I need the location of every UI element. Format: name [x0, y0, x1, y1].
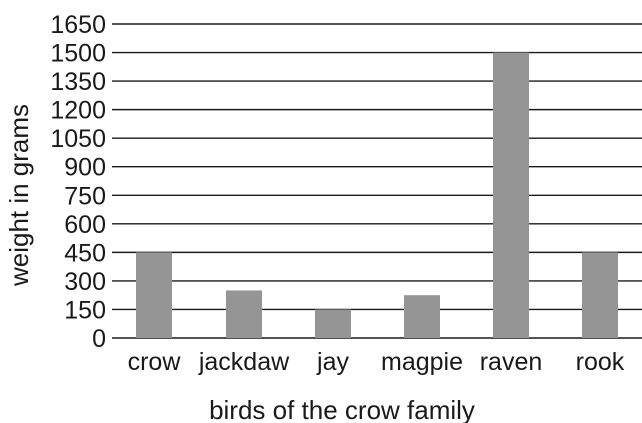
y-tick-label-1350: 1350 — [50, 68, 106, 96]
y-tick-label-0: 0 — [92, 325, 106, 353]
y-tick-label-1050: 1050 — [50, 125, 106, 153]
bar-jay — [315, 309, 351, 338]
x-tick-label-jay: jay — [316, 348, 349, 376]
y-tick-label-900: 900 — [64, 154, 106, 182]
bar-magpie — [404, 295, 440, 338]
x-tick-label-rook: rook — [576, 348, 625, 376]
y-tick-label-300: 300 — [64, 268, 106, 296]
bar-crow — [136, 252, 172, 338]
y-tick-label-600: 600 — [64, 211, 106, 239]
x-tick-label-jackdaw: jackdaw — [198, 348, 290, 376]
y-tick-label-750: 750 — [64, 182, 106, 210]
x-tick-label-raven: raven — [480, 348, 543, 376]
x-axis-tick-labels: crow jackdaw jay magpie raven rook — [128, 348, 625, 376]
x-axis-title: birds of the crow family — [209, 395, 475, 423]
gridlines — [112, 23, 642, 339]
bar-rook — [582, 252, 618, 338]
y-tick-label-450: 450 — [64, 239, 106, 267]
y-tick-label-150: 150 — [64, 296, 106, 324]
bar-jackdaw — [226, 290, 262, 338]
x-tick-label-magpie: magpie — [381, 348, 463, 376]
y-tick-label-1500: 1500 — [50, 40, 106, 68]
y-tick-label-1650: 1650 — [50, 11, 106, 39]
bar-raven — [493, 52, 529, 338]
y-axis-title: weight in grams — [4, 104, 34, 287]
y-tick-label-1200: 1200 — [50, 97, 106, 125]
x-tick-label-crow: crow — [128, 348, 182, 376]
bars — [136, 52, 618, 338]
